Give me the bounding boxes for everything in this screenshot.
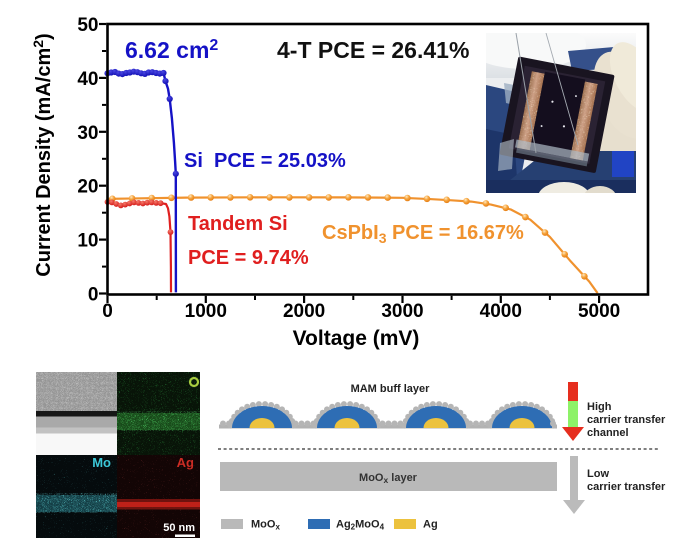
svg-text:4000: 4000 [480, 301, 522, 322]
svg-text:channel: channel [587, 427, 629, 439]
svg-text:30: 30 [77, 123, 98, 144]
svg-text:Si PCE = 25.03%: Si PCE = 25.03% [184, 150, 346, 172]
svg-text:Voltage (mV): Voltage (mV) [293, 327, 420, 350]
svg-text:High: High [587, 401, 612, 413]
svg-text:Low: Low [587, 468, 609, 480]
svg-text:50: 50 [77, 15, 98, 36]
svg-text:MoOx layer: MoOx layer [359, 472, 418, 485]
svg-text:carrier transfer: carrier transfer [587, 414, 666, 426]
svg-text:CsPbI3 PCE = 16.67%: CsPbI3 PCE = 16.67% [322, 222, 524, 246]
svg-text:MoOx: MoOx [251, 519, 280, 532]
svg-text:50 nm: 50 nm [163, 522, 195, 534]
svg-text:6.62 cm2: 6.62 cm2 [125, 37, 218, 63]
svg-text:Mo: Mo [92, 455, 111, 470]
svg-text:2000: 2000 [283, 301, 325, 322]
svg-text:0: 0 [88, 285, 99, 306]
svg-text:5000: 5000 [578, 301, 620, 322]
svg-text:PCE = 9.74%: PCE = 9.74% [188, 247, 309, 269]
svg-text:MAM buff layer: MAM buff layer [351, 383, 431, 395]
svg-text:3000: 3000 [381, 301, 423, 322]
svg-text:Ag2MoO4: Ag2MoO4 [336, 519, 385, 532]
svg-text:Current Density (mA/cm2): Current Density (mA/cm2) [30, 33, 55, 276]
svg-text:4-T PCE = 26.41%: 4-T PCE = 26.41% [277, 37, 469, 63]
svg-text:carrier transfer: carrier transfer [587, 481, 666, 493]
svg-text:10: 10 [77, 231, 98, 252]
svg-text:1000: 1000 [185, 301, 227, 322]
svg-text:Tandem Si: Tandem Si [188, 213, 288, 235]
svg-text:Ag: Ag [423, 519, 438, 531]
svg-text:40: 40 [77, 69, 98, 90]
svg-text:Ag: Ag [177, 455, 194, 470]
svg-text:0: 0 [102, 301, 113, 322]
svg-text:20: 20 [77, 177, 98, 198]
